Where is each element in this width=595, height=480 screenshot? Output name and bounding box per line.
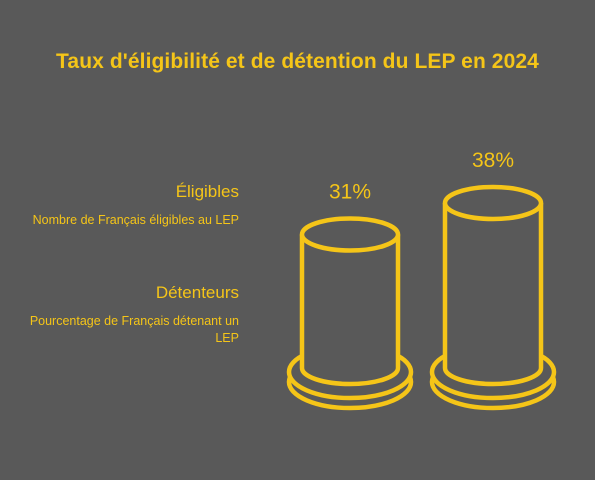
legend-description-eligibles: Nombre de Français éligibles au LEP	[32, 213, 239, 227]
cylinder-top-detenteurs	[442, 184, 544, 222]
legend-entry-detenteurs: Détenteurs Pourcentage de Français déten…	[9, 283, 239, 347]
chart-title: Taux d'éligibilité et de détention du LE…	[56, 50, 539, 73]
cylinder-body-detenteurs	[442, 203, 544, 387]
legend-label-detenteurs: Détenteurs	[155, 283, 239, 302]
legend-label-eligibles: Éligibles	[175, 182, 239, 201]
value-label-detenteurs: 38%	[472, 149, 514, 172]
cylinder-body-eligibles	[299, 234, 401, 387]
legend-entry-eligibles: Éligibles Nombre de Français éligibles a…	[9, 182, 239, 229]
legend-description-detenteurs: Pourcentage de Français détenant un LEP	[29, 314, 239, 345]
cylinder-top-eligibles	[299, 216, 401, 253]
value-label-eligibles: 31%	[329, 181, 371, 204]
